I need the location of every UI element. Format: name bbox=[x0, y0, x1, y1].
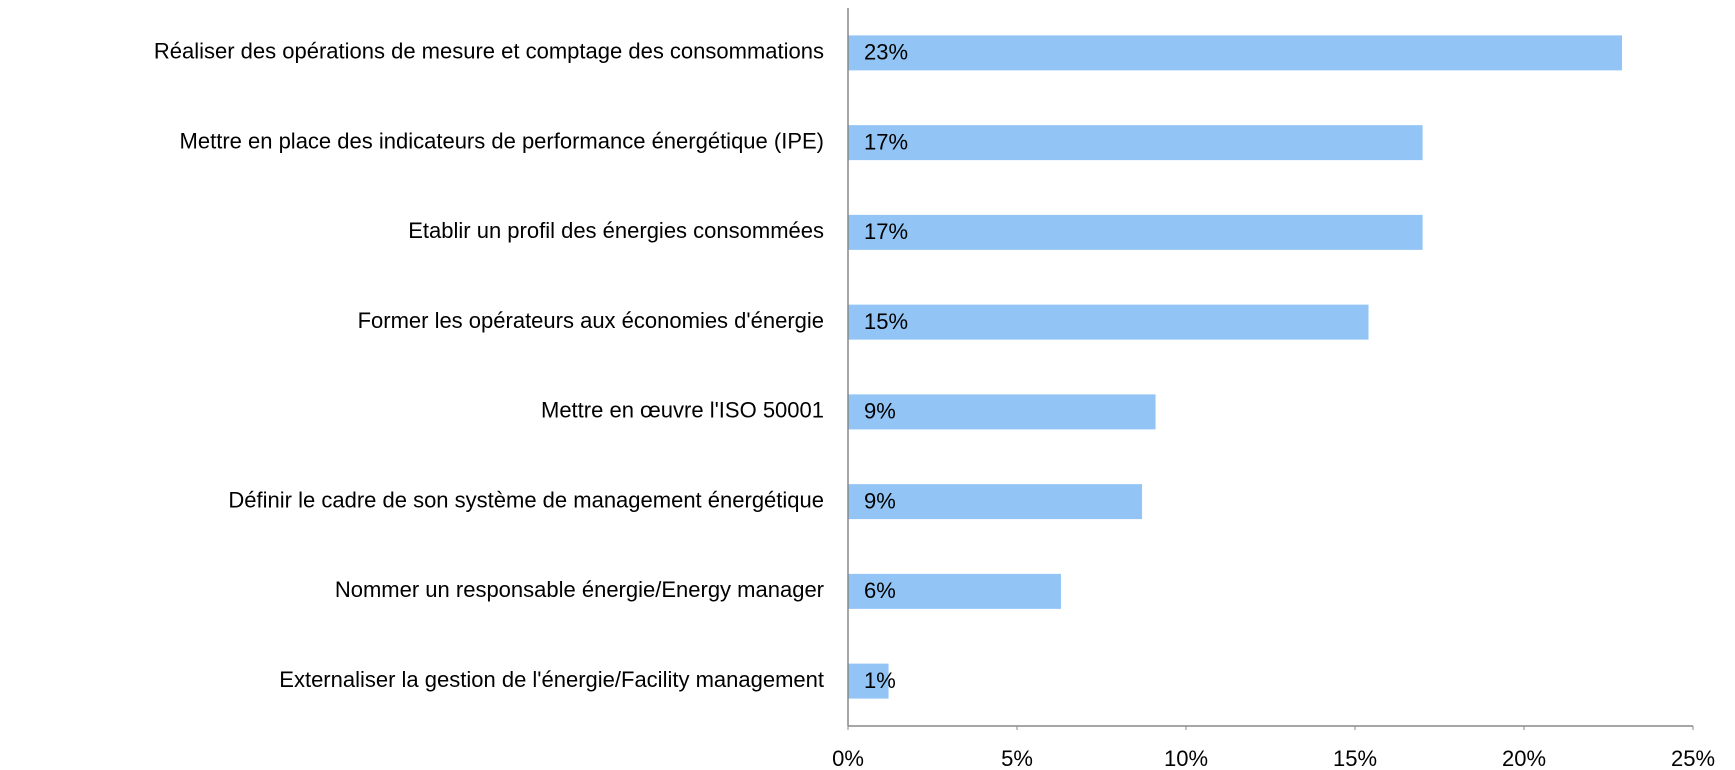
y-tick-label: Former les opérateurs aux économies d'én… bbox=[358, 308, 824, 333]
y-tick-label: Définir le cadre de son système de manag… bbox=[228, 487, 824, 512]
data-label: 17% bbox=[864, 219, 908, 244]
y-tick-label: Mettre en place des indicateurs de perfo… bbox=[180, 128, 824, 153]
x-tick-label: 15% bbox=[1333, 746, 1377, 770]
data-label: 6% bbox=[864, 578, 896, 603]
bar bbox=[848, 484, 1143, 520]
data-label: 1% bbox=[864, 668, 896, 693]
y-tick-label: Mettre en œuvre l'ISO 50001 bbox=[541, 398, 824, 423]
data-label: 17% bbox=[864, 129, 908, 154]
bar bbox=[848, 394, 1156, 430]
bar bbox=[848, 573, 1061, 609]
x-tick-label: 25% bbox=[1671, 746, 1715, 770]
x-tick-label: 20% bbox=[1502, 746, 1546, 770]
y-tick-label: Réaliser des opérations de mesure et com… bbox=[154, 39, 824, 64]
bar bbox=[848, 35, 1623, 71]
y-tick-label: Nommer un responsable énergie/Energy man… bbox=[335, 577, 824, 602]
x-tick-label: 10% bbox=[1164, 746, 1208, 770]
x-tick-label: 0% bbox=[832, 746, 864, 770]
bar bbox=[848, 214, 1423, 250]
data-label: 23% bbox=[864, 40, 908, 65]
bar bbox=[848, 663, 889, 699]
data-label: 9% bbox=[864, 399, 896, 424]
y-tick-label: Etablir un profil des énergies consommée… bbox=[408, 218, 824, 243]
bar bbox=[848, 125, 1423, 161]
y-tick-label: Externaliser la gestion de l'énergie/Fac… bbox=[279, 667, 824, 692]
data-label: 15% bbox=[864, 309, 908, 334]
bar bbox=[848, 304, 1369, 340]
data-label: 9% bbox=[864, 488, 896, 513]
x-tick-label: 5% bbox=[1001, 746, 1033, 770]
